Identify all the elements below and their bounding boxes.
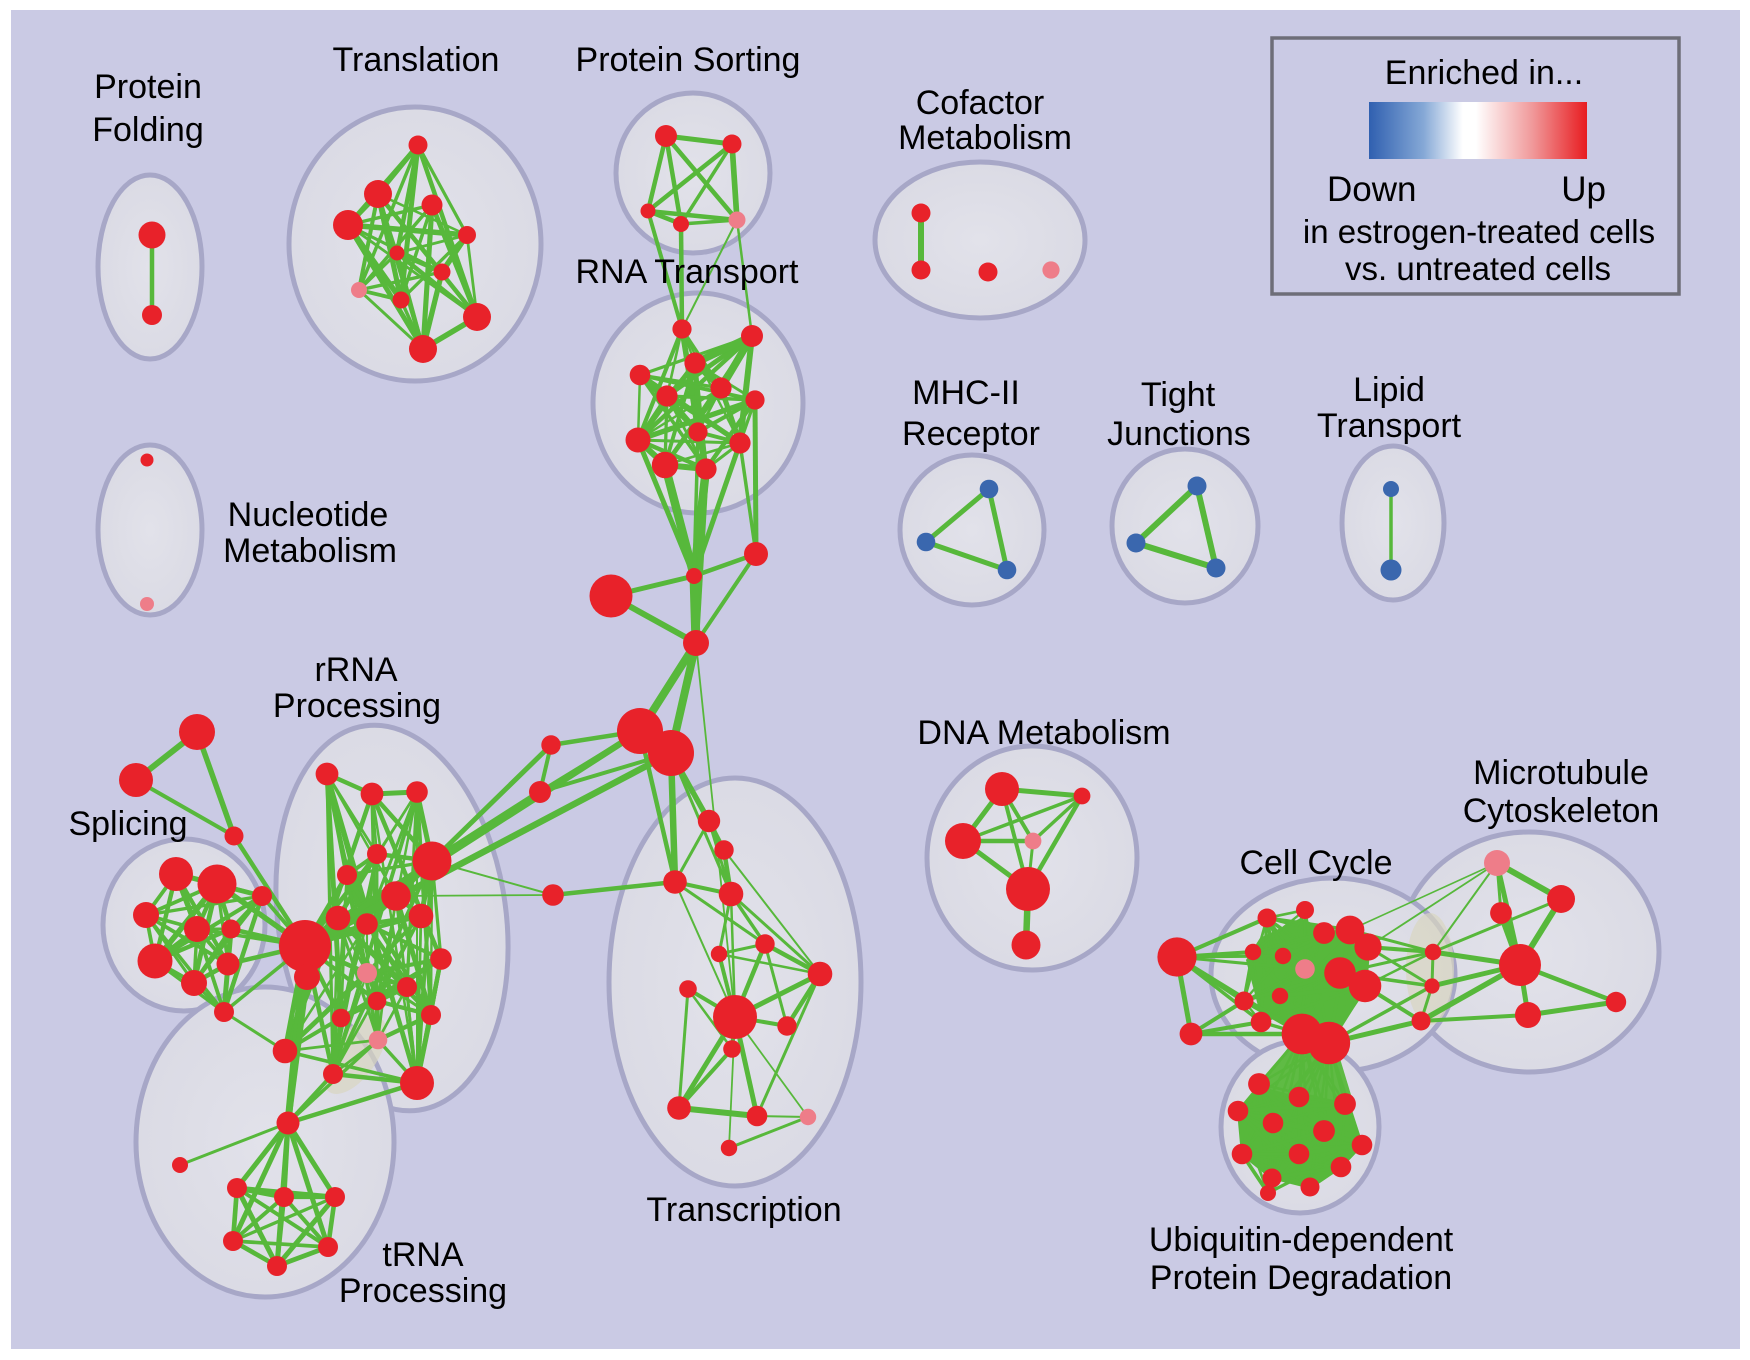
svg-text:Enriched in...: Enriched in... — [1385, 54, 1583, 92]
svg-text:Up: Up — [1561, 170, 1606, 209]
svg-text:tRNA: tRNA — [382, 1236, 464, 1274]
svg-text:Cofactor: Cofactor — [916, 84, 1045, 122]
svg-text:DNA Metabolism: DNA Metabolism — [917, 714, 1170, 752]
svg-text:Junctions: Junctions — [1107, 415, 1251, 453]
svg-text:in estrogen-treated cells: in estrogen-treated cells — [1303, 213, 1655, 250]
svg-text:Tight: Tight — [1141, 376, 1216, 414]
svg-text:Cell Cycle: Cell Cycle — [1239, 844, 1392, 882]
svg-text:Lipid: Lipid — [1353, 371, 1425, 409]
svg-text:RNA Transport: RNA Transport — [576, 253, 800, 291]
svg-text:Protein Degradation: Protein Degradation — [1150, 1259, 1452, 1297]
svg-text:Cytoskeleton: Cytoskeleton — [1463, 792, 1660, 830]
svg-text:Processing: Processing — [339, 1272, 507, 1310]
svg-text:Transport: Transport — [1317, 407, 1462, 445]
svg-text:Receptor: Receptor — [902, 415, 1040, 453]
svg-text:Protein Sorting: Protein Sorting — [576, 41, 801, 79]
svg-text:MHC-II: MHC-II — [912, 374, 1020, 412]
svg-text:Ubiquitin-dependent: Ubiquitin-dependent — [1149, 1221, 1454, 1259]
svg-text:Metabolism: Metabolism — [223, 532, 397, 570]
svg-text:Down: Down — [1327, 170, 1416, 209]
svg-text:Protein: Protein — [94, 68, 202, 106]
svg-text:vs. untreated cells: vs. untreated cells — [1345, 250, 1611, 287]
svg-text:rRNA: rRNA — [314, 651, 397, 689]
svg-text:Splicing: Splicing — [68, 805, 187, 843]
svg-text:Processing: Processing — [273, 687, 441, 725]
svg-text:Folding: Folding — [92, 111, 204, 149]
svg-text:Translation: Translation — [333, 41, 500, 79]
svg-text:Microtubule: Microtubule — [1473, 754, 1649, 792]
svg-text:Metabolism: Metabolism — [898, 119, 1072, 157]
svg-text:Transcription: Transcription — [646, 1191, 841, 1229]
svg-text:Nucleotide: Nucleotide — [228, 496, 389, 534]
